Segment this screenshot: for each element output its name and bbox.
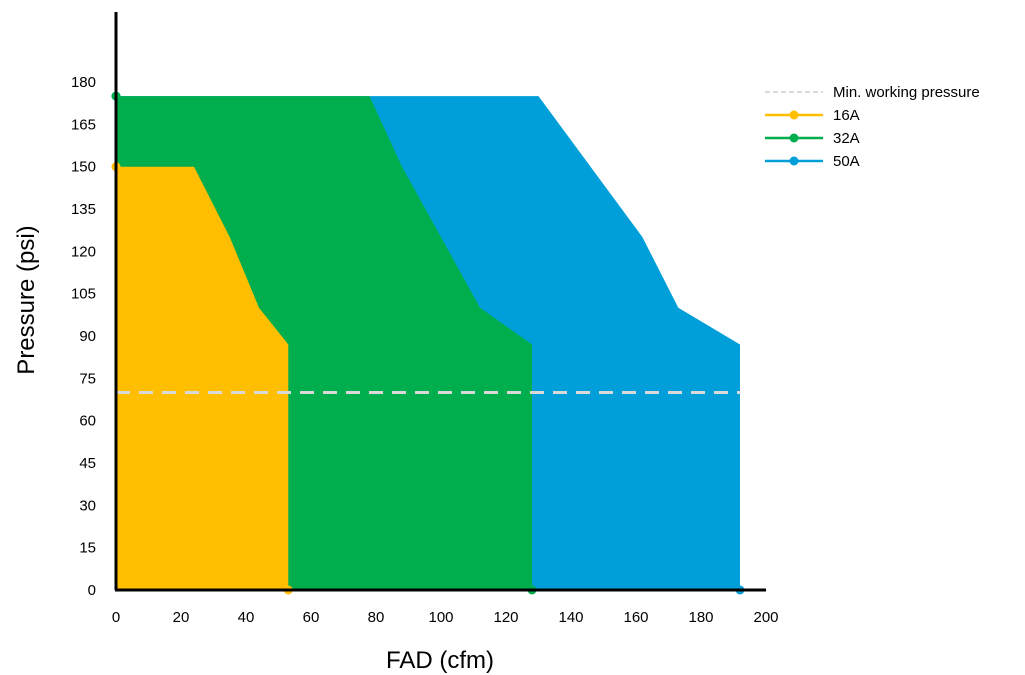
y-tick-label: 180 [71, 74, 96, 91]
x-tick-label: 120 [493, 609, 518, 626]
y-tick-label: 150 [71, 159, 96, 176]
y-tick-label: 0 [88, 582, 96, 599]
legend-label: 16A [833, 107, 860, 124]
legend-label: 32A [833, 130, 860, 147]
x-tick-label: 180 [688, 609, 713, 626]
legend-item-32a: 32A [765, 130, 860, 147]
x-tick-label: 140 [558, 609, 583, 626]
series-areas [116, 96, 740, 590]
legend-item-min-working-pressure: Min. working pressure [765, 84, 980, 101]
y-tick-label: 135 [71, 201, 96, 218]
legend-item-50a: 50A [765, 153, 860, 170]
legend-label: 50A [833, 153, 860, 170]
area-16a [116, 166, 289, 590]
x-axis-title: FAD (cfm) [386, 647, 494, 674]
y-tick-label: 90 [79, 328, 96, 345]
legend-swatch-marker [789, 156, 799, 166]
y-axis-title: Pressure (psi) [13, 225, 40, 374]
legend-item-16a: 16A [765, 107, 860, 124]
x-tick-label: 60 [303, 609, 320, 626]
y-tick-label: 30 [79, 497, 96, 514]
legend-swatch-marker [789, 110, 799, 120]
y-tick-label: 75 [79, 370, 96, 387]
y-tick-label: 165 [71, 116, 96, 133]
x-tick-label: 100 [428, 609, 453, 626]
y-tick-label: 45 [79, 455, 96, 472]
axes [114, 12, 766, 592]
x-tick-label: 40 [238, 609, 255, 626]
y-tick-label: 15 [79, 540, 96, 557]
x-tick-label: 80 [368, 609, 385, 626]
x-tick-label: 160 [623, 609, 648, 626]
x-tick-label: 200 [753, 609, 778, 626]
y-tick-label: 105 [71, 286, 96, 303]
y-tick-label: 120 [71, 243, 96, 260]
legend-label: Min. working pressure [833, 84, 980, 101]
legend: Min. working pressure 16A 32A 50A [765, 84, 980, 170]
x-tick-label: 20 [173, 609, 190, 626]
legend-swatch-marker [789, 133, 799, 143]
tick-labels: 0 20 40 60 80 100 120 140 160 180 200 0 15 30 45 60 75 90… [71, 74, 779, 626]
x-tick-label: 0 [112, 609, 120, 626]
y-tick-label: 60 [79, 413, 96, 430]
